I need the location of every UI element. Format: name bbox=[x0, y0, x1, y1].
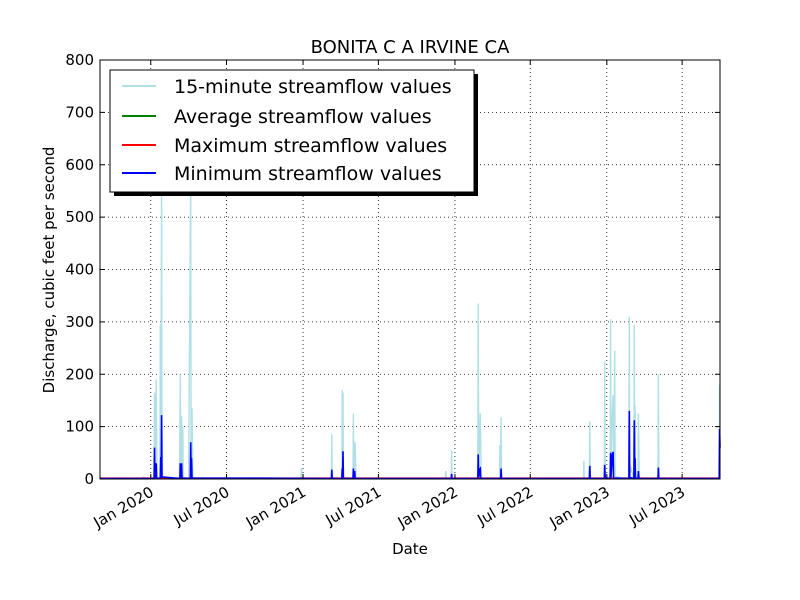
legend-label-maximum: Maximum streamflow values bbox=[174, 135, 447, 157]
legend-label-15-minute: 15-minute streamflow values bbox=[174, 76, 452, 98]
y-tick-label: 0 bbox=[84, 470, 94, 488]
y-tick-label: 100 bbox=[65, 418, 94, 436]
y-tick-label: 300 bbox=[65, 313, 94, 331]
legend-label-minimum: Minimum streamflow values bbox=[174, 163, 442, 185]
y-tick-label: 700 bbox=[65, 103, 94, 121]
x-axis-label: Date bbox=[392, 540, 428, 558]
y-axis-label: Discharge, cubic feet per second bbox=[40, 147, 58, 394]
legend: 15-minute streamflow values Average stre… bbox=[109, 69, 478, 196]
y-tick-label: 500 bbox=[65, 208, 94, 226]
y-tick-label: 800 bbox=[65, 51, 94, 69]
chart-title: BONITA C A IRVINE CA bbox=[311, 37, 511, 58]
grid-lines bbox=[100, 60, 720, 479]
legend-box bbox=[109, 69, 475, 193]
y-axis: 0 100 200 300 400 500 600 700 800 bbox=[65, 51, 720, 488]
y-tick-label: 200 bbox=[65, 365, 94, 383]
y-tick-label: 600 bbox=[65, 156, 94, 174]
legend-label-average: Average streamflow values bbox=[174, 106, 432, 128]
y-tick-label: 400 bbox=[65, 261, 94, 279]
